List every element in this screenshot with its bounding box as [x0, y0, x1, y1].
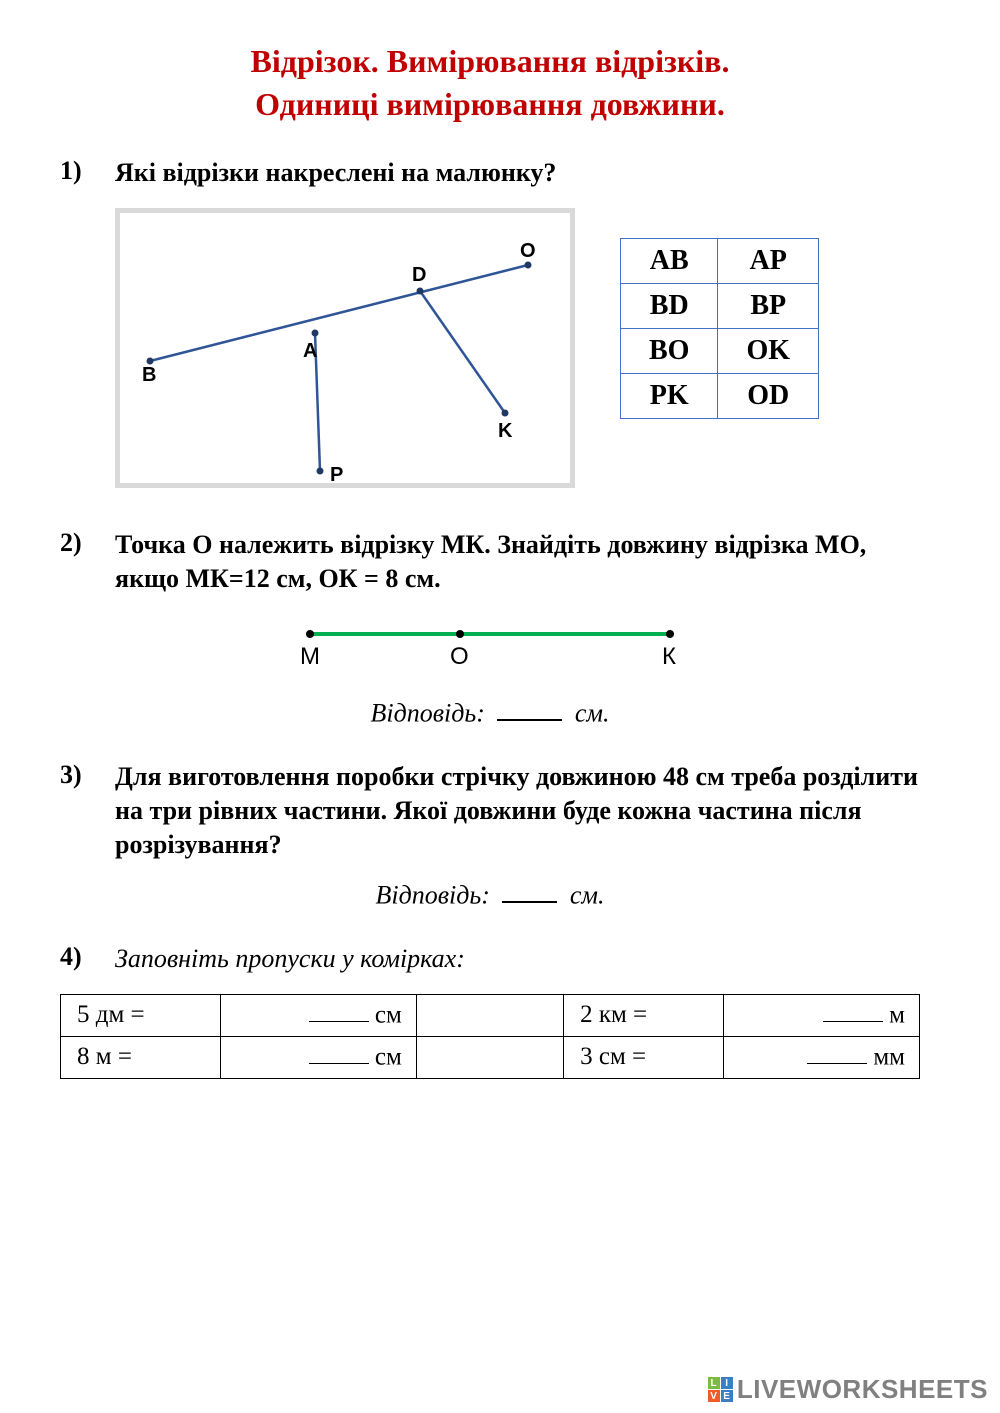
segment-cell[interactable]: BD	[621, 284, 718, 329]
watermark-text: LIVEWORKSHEETS	[737, 1374, 988, 1405]
question-3: 3) Для виготовлення поробки стрічку довж…	[60, 760, 920, 861]
question-1: 1) Які відрізки накреслені на малюнку?	[60, 156, 920, 190]
q3-number: 3)	[60, 760, 115, 861]
segment-cell[interactable]: AP	[718, 239, 819, 284]
conv-cell: мм	[723, 1036, 919, 1078]
svg-text:P: P	[330, 464, 343, 483]
q2-text: Точка О належить відрізку МК. Знайдіть д…	[115, 528, 920, 596]
answer-blank[interactable]	[502, 880, 557, 903]
diagram-2: МОК	[290, 614, 690, 684]
svg-text:K: K	[498, 420, 513, 442]
question-4: 4) Заповніть пропуски у комірках:	[60, 942, 920, 976]
q4-text: Заповніть пропуски у комірках:	[115, 942, 465, 976]
watermark: LIVE LIVEWORKSHEETS	[708, 1374, 988, 1405]
conv-cell: см	[220, 1036, 416, 1078]
diagram-1: B A D O K P	[115, 208, 575, 488]
segment-cell[interactable]: PK	[621, 374, 718, 419]
segment-cell[interactable]: BP	[718, 284, 819, 329]
conversion-table: 5 дм = см 2 км = м 8 м = см 3 см = мм	[60, 994, 920, 1079]
svg-text:D: D	[412, 264, 426, 286]
segment-cell[interactable]: BO	[621, 329, 718, 374]
q2-answer: Відповідь: см.	[60, 698, 920, 728]
fill-blank[interactable]	[823, 1001, 883, 1022]
svg-text:М: М	[300, 643, 320, 670]
conv-cell: 2 км =	[564, 994, 724, 1036]
q1-text: Які відрізки накреслені на малюнку?	[115, 156, 556, 190]
svg-text:O: O	[520, 240, 536, 262]
conv-cell: 8 м =	[61, 1036, 221, 1078]
svg-text:О: О	[450, 643, 469, 670]
segments-table: ABAPBDBPBOOKPKOD	[620, 238, 819, 419]
title-line-2: Одиниці вимірювання довжини.	[255, 86, 725, 122]
conv-cell: м	[723, 994, 919, 1036]
fill-blank[interactable]	[309, 1043, 369, 1064]
answer-blank[interactable]	[497, 698, 562, 721]
q3-text: Для виготовлення поробки стрічку довжино…	[115, 760, 920, 861]
title-line-1: Відрізок. Вимірювання відрізків.	[251, 43, 730, 79]
page-title: Відрізок. Вимірювання відрізків. Одиниці…	[60, 40, 920, 126]
svg-text:A: A	[303, 340, 317, 362]
conv-cell: см	[220, 994, 416, 1036]
segment-cell[interactable]: OD	[718, 374, 819, 419]
segment-cell[interactable]: OK	[718, 329, 819, 374]
diagram-1-svg: B A D O K P	[120, 213, 570, 483]
liveworksheets-icon: LIVE	[708, 1377, 733, 1402]
fill-blank[interactable]	[309, 1001, 369, 1022]
diagram-2-svg: МОК	[290, 614, 690, 684]
q4-number: 4)	[60, 942, 115, 976]
answer-label: Відповідь:	[370, 698, 484, 727]
answer-unit: см.	[575, 698, 610, 727]
q2-number: 2)	[60, 528, 115, 596]
answer-unit: см.	[570, 880, 605, 909]
answer-label: Відповідь:	[375, 880, 489, 909]
question-2: 2) Точка О належить відрізку МК. Знайдіт…	[60, 528, 920, 596]
q1-number: 1)	[60, 156, 115, 190]
q1-body: BADOKP ABAPBDBPBOOKPKOD	[115, 208, 920, 488]
q3-answer: Відповідь: см.	[60, 880, 920, 910]
conv-cell: 5 дм =	[61, 994, 221, 1036]
svg-text:B: B	[142, 364, 156, 386]
conv-cell	[416, 1036, 563, 1078]
fill-blank[interactable]	[807, 1043, 867, 1064]
conv-cell	[416, 994, 563, 1036]
segment-cell[interactable]: AB	[621, 239, 718, 284]
svg-text:К: К	[662, 643, 676, 670]
conv-cell: 3 см =	[564, 1036, 724, 1078]
